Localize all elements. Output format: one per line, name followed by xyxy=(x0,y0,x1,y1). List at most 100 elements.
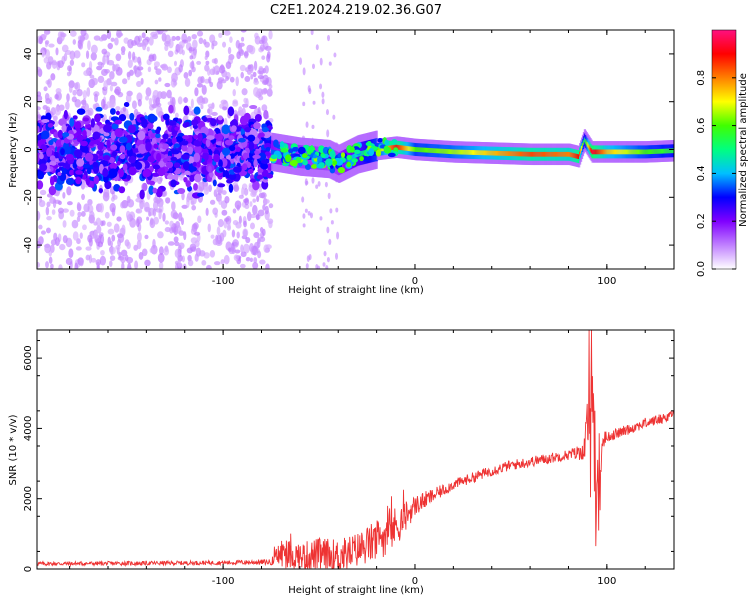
heatmap-cell xyxy=(227,221,231,230)
heatmap-cell xyxy=(207,223,211,233)
heatmap-cell xyxy=(100,249,105,256)
heatmap-cell xyxy=(49,196,56,204)
heatmap-cell xyxy=(103,80,108,90)
heatmap-cell xyxy=(92,103,97,110)
heatmap-cell xyxy=(106,221,112,227)
x-tick-label: 0 xyxy=(412,576,418,587)
heatmap-cell xyxy=(102,168,109,178)
heatmap-cell xyxy=(226,178,234,184)
heatmap-cell xyxy=(159,246,164,255)
heatmap-cell xyxy=(104,69,110,74)
heatmap-cell xyxy=(166,66,172,74)
heatmap-cell xyxy=(45,206,50,216)
heatmap-cell xyxy=(302,213,306,219)
heatmap-cell xyxy=(108,168,118,178)
heatmap-cell xyxy=(182,161,191,171)
heatmap-cell xyxy=(148,185,155,196)
spectrogram-marks xyxy=(37,30,674,269)
heatmap-cell xyxy=(220,99,228,105)
heatmap-cell xyxy=(149,247,154,254)
heatmap-cell xyxy=(114,37,119,46)
heatmap-cell xyxy=(150,31,158,38)
heatmap-cell xyxy=(186,198,190,208)
heatmap-cell xyxy=(253,159,258,168)
heatmap-cell xyxy=(92,161,99,168)
heatmap-cell xyxy=(262,80,269,86)
heatmap-cell xyxy=(224,217,230,222)
heatmap-cell xyxy=(257,209,265,217)
heatmap-cell xyxy=(148,36,154,46)
heatmap-cell xyxy=(135,208,141,214)
heatmap-cell xyxy=(223,254,230,265)
heatmap-cell xyxy=(59,243,66,251)
heatmap-cell xyxy=(83,203,90,213)
heatmap-cell xyxy=(243,229,248,238)
heatmap-cell xyxy=(326,226,330,234)
heatmap-cell xyxy=(387,152,396,158)
heatmap-cell xyxy=(76,158,85,167)
heatmap-cell xyxy=(77,39,82,49)
x-tick-label: 100 xyxy=(597,276,616,287)
heatmap-cell xyxy=(223,30,231,36)
heatmap-cell xyxy=(268,220,273,229)
heatmap-cell xyxy=(266,88,273,97)
heatmap-cell xyxy=(177,96,183,105)
heatmap-cell xyxy=(204,41,210,48)
heatmap-cell xyxy=(135,161,143,170)
heatmap-cell xyxy=(99,255,107,266)
heatmap-cell xyxy=(144,234,149,240)
heatmap-cell xyxy=(91,77,98,86)
heatmap-cell xyxy=(113,88,120,94)
heatmap-cell xyxy=(43,57,49,64)
heatmap-cell xyxy=(305,180,309,185)
heatmap-cell xyxy=(375,149,382,157)
heatmap-cell xyxy=(264,45,272,51)
heatmap-cell xyxy=(80,211,86,217)
heatmap-cell xyxy=(47,78,52,88)
heatmap-cell xyxy=(197,215,202,224)
spectrogram-x-ticks: -100 0 100 xyxy=(69,30,646,287)
heatmap-cell xyxy=(181,204,188,209)
heatmap-cell xyxy=(253,257,258,264)
heatmap-cell xyxy=(67,65,72,72)
heatmap-cell xyxy=(359,155,364,162)
heatmap-cell xyxy=(174,248,181,258)
heatmap-cell xyxy=(259,44,266,52)
heatmap-cell xyxy=(113,223,120,233)
heatmap-cell xyxy=(311,124,315,130)
heatmap-cell xyxy=(239,115,249,126)
heatmap-cell xyxy=(113,64,119,71)
heatmap-cell xyxy=(178,44,184,55)
colorbar: 0.0 0.2 0.4 0.6 0.8 Normalized spectral ampl… xyxy=(696,29,749,277)
heatmap-cell xyxy=(321,98,325,105)
heatmap-cell xyxy=(76,108,86,115)
heatmap-cell xyxy=(38,224,43,230)
heatmap-cell xyxy=(320,153,326,158)
heatmap-cell xyxy=(330,220,334,225)
heatmap-cell xyxy=(136,66,144,71)
heatmap-cell xyxy=(158,261,164,269)
heatmap-cell xyxy=(46,215,52,221)
heatmap-cell xyxy=(299,57,303,65)
heatmap-cell xyxy=(209,199,216,205)
heatmap-cell xyxy=(142,42,147,51)
heatmap-cell xyxy=(311,164,318,169)
heatmap-cell xyxy=(151,104,158,109)
heatmap-cell xyxy=(257,168,264,173)
heatmap-cell xyxy=(73,149,83,158)
heatmap-cell xyxy=(164,34,171,45)
heatmap-cell xyxy=(217,219,224,228)
heatmap-cell xyxy=(133,64,137,75)
heatmap-cell xyxy=(222,41,227,48)
heatmap-cell xyxy=(103,124,112,133)
heatmap-cell xyxy=(204,55,208,61)
heatmap-cell xyxy=(346,161,352,168)
heatmap-cell xyxy=(240,30,247,33)
heatmap-cell xyxy=(83,70,91,77)
heatmap-cell xyxy=(156,152,162,162)
heatmap-cell xyxy=(39,189,47,196)
heatmap-cell xyxy=(72,89,77,96)
heatmap-cell xyxy=(205,60,210,65)
heatmap-cell xyxy=(196,60,202,65)
heatmap-cell xyxy=(152,187,158,194)
